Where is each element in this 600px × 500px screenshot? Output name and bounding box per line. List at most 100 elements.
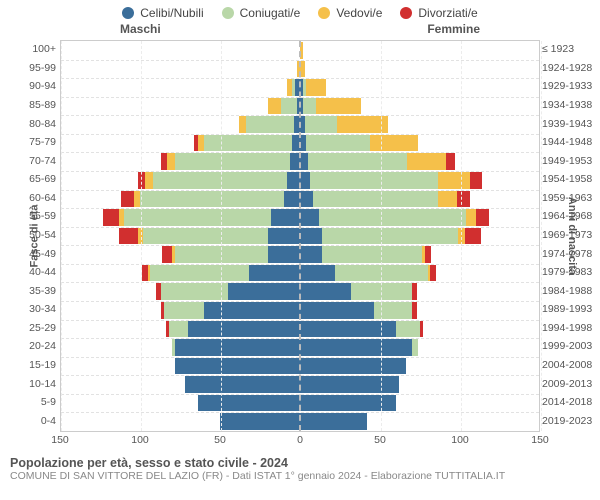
bar-segment [300, 339, 412, 356]
bar-segment [476, 209, 489, 226]
x-axis: 15010050050100150 [60, 432, 540, 450]
bar-segment [374, 302, 412, 319]
bar-segment [220, 413, 300, 430]
bar-segment [316, 98, 361, 115]
plot-area: Fasce di età Anni di nascita 100+95-9990… [60, 40, 540, 432]
bar-segment [204, 135, 292, 152]
birth-year-label: 1969-1973 [542, 230, 597, 241]
female-bar [300, 228, 481, 245]
legend-swatch [318, 7, 330, 19]
age-label: 45-49 [16, 249, 56, 260]
gridline [381, 41, 382, 431]
bar-segment [412, 283, 417, 300]
legend-item: Vedovi/e [318, 6, 382, 20]
male-bar [198, 395, 300, 412]
female-bar [300, 265, 436, 282]
age-label: 95-99 [16, 63, 56, 74]
x-tick: 100 [131, 434, 149, 446]
age-label: 55-59 [16, 211, 56, 222]
bar-segment [281, 98, 297, 115]
x-tick: 100 [451, 434, 469, 446]
male-bar [166, 321, 300, 338]
bar-segment [370, 135, 418, 152]
y-axis-right: ≤ 19231924-19281929-19331934-19381939-19… [542, 41, 597, 431]
male-bar [185, 376, 300, 393]
bar-segment [300, 358, 406, 375]
bar-segment [153, 172, 287, 189]
bar-segment [175, 339, 300, 356]
bar-segment [175, 358, 300, 375]
age-label: 15-19 [16, 360, 56, 371]
bar-segment [169, 321, 188, 338]
birth-year-label: 1964-1968 [542, 211, 597, 222]
bar-segment [310, 172, 438, 189]
female-bar [300, 302, 417, 319]
male-bar [161, 302, 300, 319]
age-label: 50-54 [16, 230, 56, 241]
bar-segment [420, 321, 423, 338]
bar-segment [313, 191, 438, 208]
birth-year-label: 2004-2008 [542, 360, 597, 371]
bar-segment [430, 265, 436, 282]
bar-segment [268, 228, 300, 245]
legend-swatch [222, 7, 234, 19]
age-label: 35-39 [16, 286, 56, 297]
section-titles: Maschi Femmine [0, 22, 600, 40]
female-bar [300, 79, 326, 96]
bar-segment [407, 153, 445, 170]
bar-segment [162, 246, 172, 263]
female-bar [300, 376, 399, 393]
birth-year-label: 1944-1948 [542, 137, 597, 148]
male-bar [162, 246, 300, 263]
x-tick: 0 [297, 434, 303, 446]
caption-subtitle: COMUNE DI SAN VITTORE DEL LAZIO (FR) - D… [10, 470, 590, 482]
birth-year-label: 1979-1983 [542, 267, 597, 278]
legend-item: Coniugati/e [222, 6, 301, 20]
birth-year-label: ≤ 1923 [542, 44, 597, 55]
bar-segment [150, 265, 249, 282]
y-axis-left: 100+95-9990-9485-8980-8475-7970-7465-696… [16, 41, 56, 431]
female-bar [300, 116, 388, 133]
bar-segment [446, 153, 456, 170]
legend-item: Divorziati/e [400, 6, 477, 20]
legend-label: Coniugati/e [240, 6, 301, 20]
bar-segment [249, 265, 300, 282]
bar-segment [167, 153, 175, 170]
birth-year-label: 1934-1938 [542, 100, 597, 111]
legend-label: Vedovi/e [336, 6, 382, 20]
age-label: 100+ [16, 44, 56, 55]
bar-segment [145, 172, 153, 189]
bar-segment [103, 209, 119, 226]
legend-swatch [400, 7, 412, 19]
age-label: 60-64 [16, 193, 56, 204]
population-pyramid-chart: Celibi/NubiliConiugati/eVedovi/eDivorzia… [0, 0, 600, 500]
x-tick: 150 [531, 434, 549, 446]
bar-segment [425, 246, 431, 263]
birth-year-label: 1974-1978 [542, 249, 597, 260]
bar-segment [228, 283, 300, 300]
x-tick: 150 [51, 434, 69, 446]
bar-segment [268, 246, 300, 263]
female-title: Femmine [427, 22, 480, 36]
bar-segment [308, 153, 407, 170]
bar-segment [303, 98, 316, 115]
bar-segment [185, 376, 300, 393]
female-bar [300, 153, 455, 170]
bar-segment [300, 376, 399, 393]
bar-segment [470, 172, 483, 189]
birth-year-label: 1984-1988 [542, 286, 597, 297]
bar-segment [438, 191, 457, 208]
caption: Popolazione per età, sesso e stato civil… [10, 456, 590, 482]
male-bar [103, 209, 300, 226]
bar-segment [300, 265, 335, 282]
bar-segment [300, 283, 351, 300]
male-bar [175, 358, 300, 375]
birth-year-label: 1939-1943 [542, 119, 597, 130]
age-label: 25-29 [16, 323, 56, 334]
bar-segment [412, 302, 417, 319]
bar-segment [300, 209, 319, 226]
male-title: Maschi [120, 22, 161, 36]
female-bar [300, 358, 406, 375]
bar-segment [268, 98, 281, 115]
age-label: 85-89 [16, 100, 56, 111]
